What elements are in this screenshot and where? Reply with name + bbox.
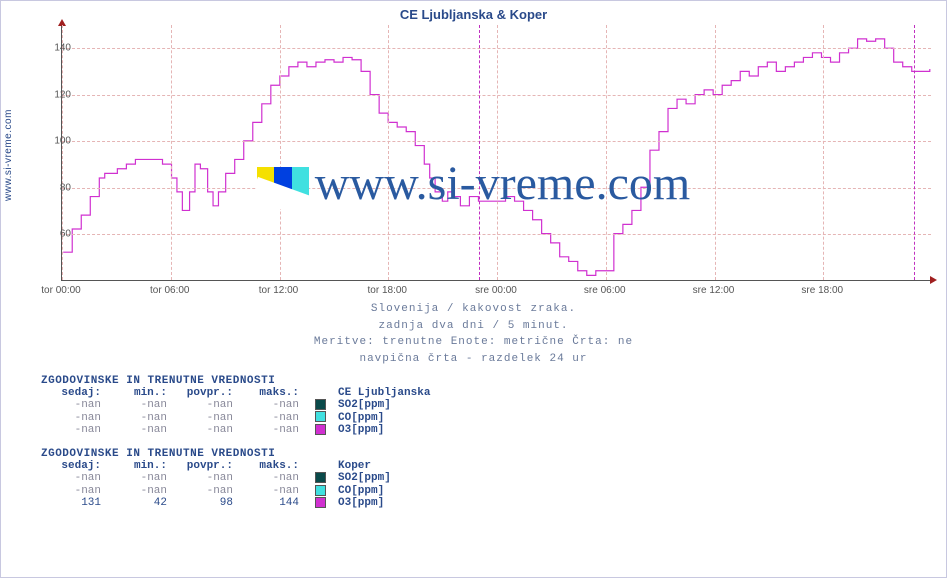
series-label: O3[ppm] bbox=[332, 424, 436, 436]
series-label: CO[ppm] bbox=[332, 485, 398, 497]
cell-max: -nan bbox=[239, 411, 305, 423]
x-tick-label: tor 00:00 bbox=[41, 285, 80, 296]
caption-line: zadnja dva dni / 5 minut. bbox=[1, 318, 946, 335]
table-row: -nan-nan-nan-nanCO[ppm] bbox=[41, 485, 398, 497]
cell-min: -nan bbox=[107, 424, 173, 436]
cell-avg: -nan bbox=[173, 472, 239, 484]
cell-avg: -nan bbox=[173, 411, 239, 423]
cell-max: -nan bbox=[239, 399, 305, 411]
series-label: SO2[ppm] bbox=[332, 472, 398, 484]
cell-max: -nan bbox=[239, 424, 305, 436]
caption-block: Slovenija / kakovost zraka. zadnja dva d… bbox=[1, 301, 946, 367]
series-label: CO[ppm] bbox=[332, 411, 436, 423]
col-header: maks.: bbox=[239, 387, 305, 399]
table-header: ZGODOVINSKE IN TRENUTNE VREDNOSTI bbox=[41, 375, 436, 387]
data-tables: ZGODOVINSKE IN TRENUTNE VREDNOSTIsedaj:m… bbox=[41, 375, 436, 521]
series-label: O3[ppm] bbox=[332, 497, 398, 509]
x-tick-label: sre 18:00 bbox=[801, 285, 843, 296]
caption-line: Slovenija / kakovost zraka. bbox=[1, 301, 946, 318]
plot-area bbox=[61, 25, 931, 281]
col-header: sedaj: bbox=[41, 460, 107, 472]
table-header: ZGODOVINSKE IN TRENUTNE VREDNOSTI bbox=[41, 448, 436, 460]
col-header: povpr.: bbox=[173, 387, 239, 399]
axis-arrow-right bbox=[930, 276, 937, 284]
cell-min: -nan bbox=[107, 485, 173, 497]
cell-min: -nan bbox=[107, 411, 173, 423]
chart-frame: www.si-vreme.com CE Ljubljanska & Koper … bbox=[0, 0, 947, 578]
y-tick-label: 140 bbox=[41, 43, 71, 54]
station-name: CE Ljubljanska bbox=[332, 387, 436, 399]
cell-now: -nan bbox=[41, 424, 107, 436]
station-table: sedaj:min.:povpr.:maks.: CE Ljubljanska -n… bbox=[41, 387, 436, 436]
color-swatch bbox=[315, 411, 326, 422]
table-row: -nan-nan-nan-nanCO[ppm] bbox=[41, 411, 436, 423]
x-tick-label: sre 00:00 bbox=[475, 285, 517, 296]
y-tick-label: 100 bbox=[41, 136, 71, 147]
caption-line: Meritve: trenutne Enote: metrične Črta: … bbox=[1, 334, 946, 351]
color-swatch bbox=[315, 497, 326, 508]
cell-now: -nan bbox=[41, 472, 107, 484]
x-tick-label: tor 18:00 bbox=[368, 285, 407, 296]
cell-avg: -nan bbox=[173, 424, 239, 436]
cell-min: -nan bbox=[107, 399, 173, 411]
cell-max: -nan bbox=[239, 485, 305, 497]
series-label: SO2[ppm] bbox=[332, 399, 436, 411]
cell-avg: -nan bbox=[173, 399, 239, 411]
y-tick-label: 120 bbox=[41, 89, 71, 100]
table-row: -nan-nan-nan-nanSO2[ppm] bbox=[41, 472, 398, 484]
station-table: sedaj:min.:povpr.:maks.:Koper-nan-nan-na… bbox=[41, 460, 398, 509]
col-header: povpr.: bbox=[173, 460, 239, 472]
color-swatch bbox=[315, 485, 326, 496]
x-tick-label: sre 12:00 bbox=[693, 285, 735, 296]
y-tick-label: 80 bbox=[41, 182, 71, 193]
table-row: -nan-nan-nan-nanSO2[ppm] bbox=[41, 399, 436, 411]
color-swatch bbox=[315, 472, 326, 483]
cell-min: -nan bbox=[107, 472, 173, 484]
cell-now: -nan bbox=[41, 411, 107, 423]
col-header: min.: bbox=[107, 387, 173, 399]
chart-title: CE Ljubljanska & Koper bbox=[1, 7, 946, 22]
x-tick-label: tor 06:00 bbox=[150, 285, 189, 296]
cell-avg: 98 bbox=[173, 497, 239, 509]
col-header: min.: bbox=[107, 460, 173, 472]
cell-max: 144 bbox=[239, 497, 305, 509]
caption-line: navpična črta - razdelek 24 ur bbox=[1, 351, 946, 368]
color-swatch bbox=[315, 399, 326, 410]
cell-now: -nan bbox=[41, 485, 107, 497]
cell-min: 42 bbox=[107, 497, 173, 509]
y-tick-label: 60 bbox=[41, 229, 71, 240]
cell-max: -nan bbox=[239, 472, 305, 484]
source-label-vertical: www.si-vreme.com bbox=[3, 109, 14, 201]
table-row: 1314298144 O3[ppm] bbox=[41, 497, 398, 509]
cell-avg: -nan bbox=[173, 485, 239, 497]
cell-now: 131 bbox=[41, 497, 107, 509]
col-header: sedaj: bbox=[41, 387, 107, 399]
x-tick-label: sre 06:00 bbox=[584, 285, 626, 296]
color-swatch bbox=[315, 424, 326, 435]
table-row: -nan-nan-nan-nanO3[ppm] bbox=[41, 424, 436, 436]
col-header: maks.: bbox=[239, 460, 305, 472]
station-name: Koper bbox=[332, 460, 398, 472]
cell-now: -nan bbox=[41, 399, 107, 411]
x-tick-label: tor 12:00 bbox=[259, 285, 298, 296]
